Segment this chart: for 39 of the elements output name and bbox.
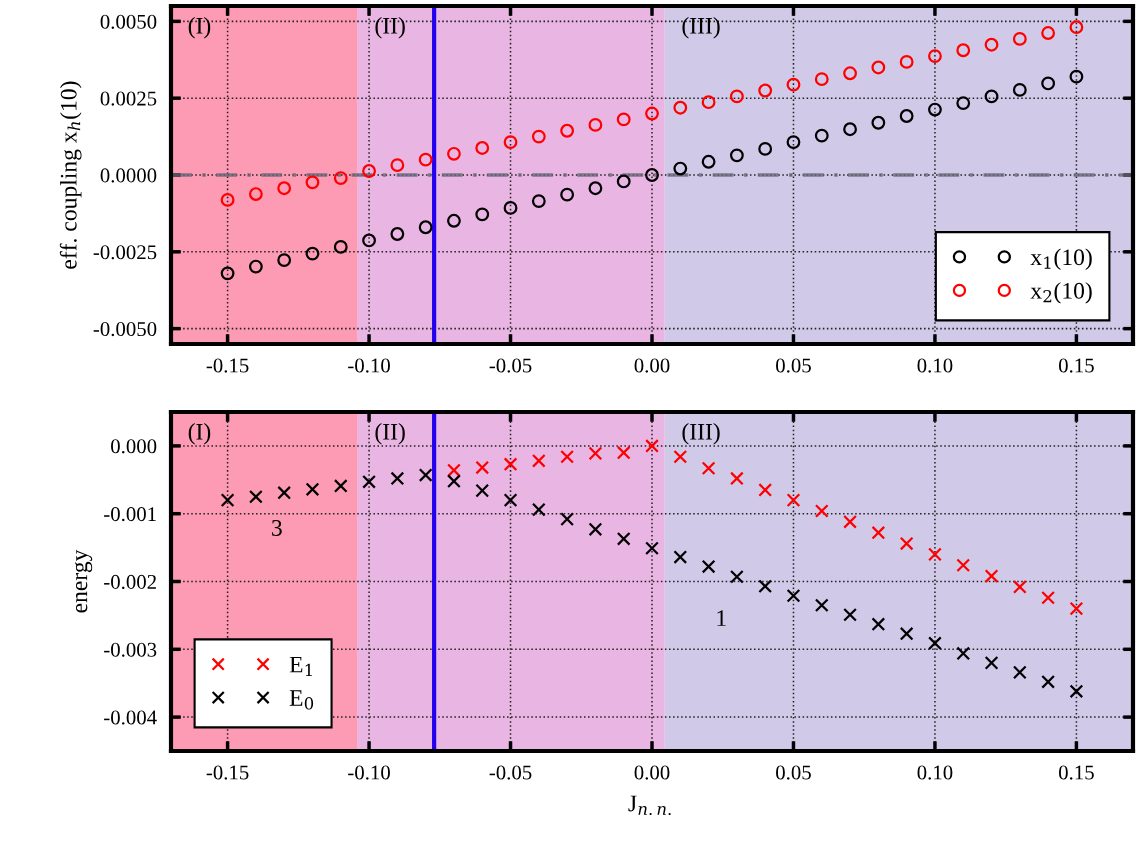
annotation: 1 <box>717 610 726 626</box>
x-tick-label: 0.15 <box>1058 358 1094 373</box>
band-label: (III) <box>682 17 720 39</box>
band-label: (III) <box>682 423 720 445</box>
x-tick-label: 0.00 <box>634 765 670 780</box>
band-label: (I) <box>188 423 211 445</box>
y-tick-label: -0.0050 <box>93 322 157 337</box>
legend-label: E$_{0}$ <box>289 690 314 710</box>
x-tick-label: 0.10 <box>917 765 953 780</box>
y-tick-label: 0.0000 <box>100 168 157 183</box>
x-tick-label: -0.15 <box>206 765 249 780</box>
x-tick-label: 0.05 <box>776 765 811 780</box>
x-tick-label: 0.05 <box>776 358 811 373</box>
band-label: (II) <box>375 17 405 39</box>
y-tick-label: -0.001 <box>104 507 156 522</box>
y-tick-label: -0.004 <box>104 710 157 725</box>
y-axis-title: eff. coupling x$_{h}$(10) <box>59 81 82 269</box>
legend-label: E$_{1}$ <box>289 656 312 677</box>
legend-label: x$_{1}$(10) <box>1030 248 1092 271</box>
x-tick-label: 0.00 <box>634 358 670 373</box>
band-label: (II) <box>375 423 405 445</box>
y-axis-title: energy <box>74 549 93 613</box>
y-tick-label: 0.0050 <box>100 14 157 29</box>
x-tick-label: -0.05 <box>489 358 532 373</box>
y-tick-label: 0.000 <box>111 439 157 454</box>
x-tick-label: 0.10 <box>917 358 953 373</box>
legend-label: x$_{2}$(10) <box>1030 282 1092 304</box>
x-tick-label: 0.15 <box>1058 765 1094 780</box>
band-label: (I) <box>188 17 211 39</box>
x-tick-label: -0.15 <box>206 358 249 373</box>
y-tick-label: -0.002 <box>104 574 156 590</box>
x-axis-title: J$_{n.n.}$ <box>628 795 671 816</box>
y-tick-label: -0.0025 <box>93 245 157 260</box>
x-tick-label: -0.10 <box>348 358 390 373</box>
y-tick-label: 0.0025 <box>100 91 157 106</box>
y-tick-label: -0.003 <box>104 642 157 657</box>
x-tick-label: -0.10 <box>348 765 390 780</box>
x-tick-label: -0.05 <box>489 765 532 780</box>
annotation: 3 <box>272 520 282 536</box>
